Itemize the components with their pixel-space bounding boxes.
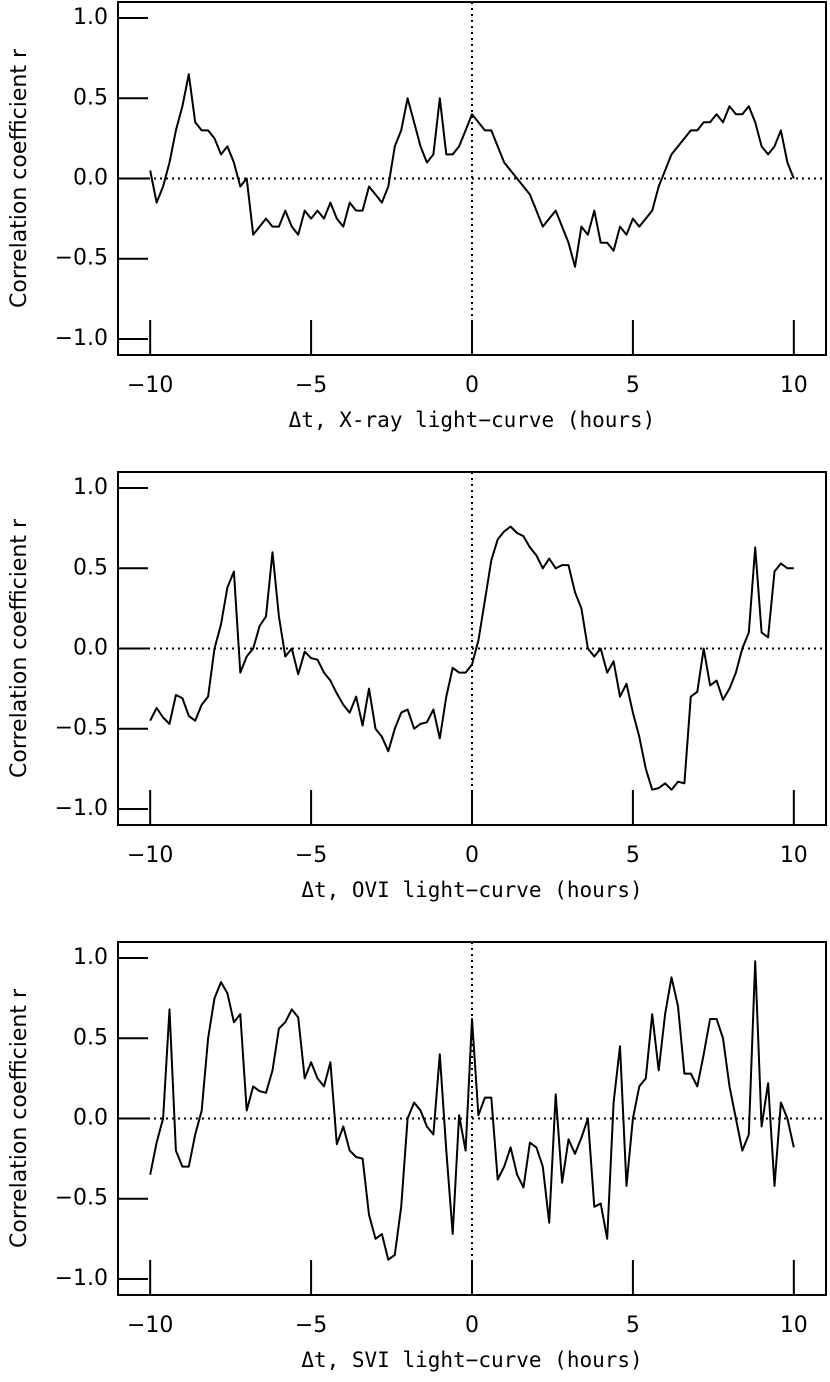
data-line [149, 960, 795, 1261]
data-line [149, 73, 795, 268]
y-tick-label: 0.5 [73, 85, 108, 110]
x-tick-label: 5 [626, 1313, 640, 1338]
y-axis-label: Correlation coefficient r [7, 518, 32, 778]
x-axis-label: Δt, OVI light−curve (hours) [301, 878, 642, 902]
y-tick-label: −0.5 [55, 1186, 108, 1211]
x-tick-label: −10 [127, 843, 173, 868]
y-tick-label: 0.0 [73, 166, 108, 191]
x-tick-label: 10 [780, 373, 808, 398]
y-tick-label: −0.5 [55, 716, 108, 741]
y-tick-label: 0.5 [73, 555, 108, 580]
x-tick-label: −5 [295, 843, 327, 868]
x-tick-label: −10 [127, 373, 173, 398]
y-axis-label: Correlation coefficient r [7, 48, 32, 308]
y-tick-label: −0.5 [55, 246, 108, 271]
y-tick-label: 1.0 [73, 475, 108, 500]
x-tick-label: 0 [465, 1313, 479, 1338]
x-tick-label: 10 [780, 843, 808, 868]
x-tick-label: −5 [295, 373, 327, 398]
x-tick-label: 10 [780, 1313, 808, 1338]
y-tick-label: 0.0 [73, 1106, 108, 1131]
x-tick-label: 0 [465, 373, 479, 398]
y-tick-label: 0.0 [73, 636, 108, 661]
y-tick-label: 1.0 [73, 945, 108, 970]
x-tick-label: 5 [626, 843, 640, 868]
x-axis-label: Δt, X-ray light−curve (hours) [289, 408, 656, 432]
x-tick-label: 5 [626, 373, 640, 398]
data-line [149, 525, 794, 791]
y-tick-label: −1.0 [55, 326, 108, 351]
y-axis-label: Correlation coefficient r [7, 988, 32, 1248]
y-tick-label: −1.0 [55, 1266, 108, 1291]
y-tick-label: 1.0 [73, 5, 108, 30]
x-tick-label: −10 [127, 1313, 173, 1338]
y-tick-label: −1.0 [55, 796, 108, 821]
y-tick-label: 0.5 [73, 1025, 108, 1050]
x-tick-label: −5 [295, 1313, 327, 1338]
x-axis-label: Δt, SVI light−curve (hours) [301, 1348, 642, 1372]
x-tick-label: 0 [465, 843, 479, 868]
